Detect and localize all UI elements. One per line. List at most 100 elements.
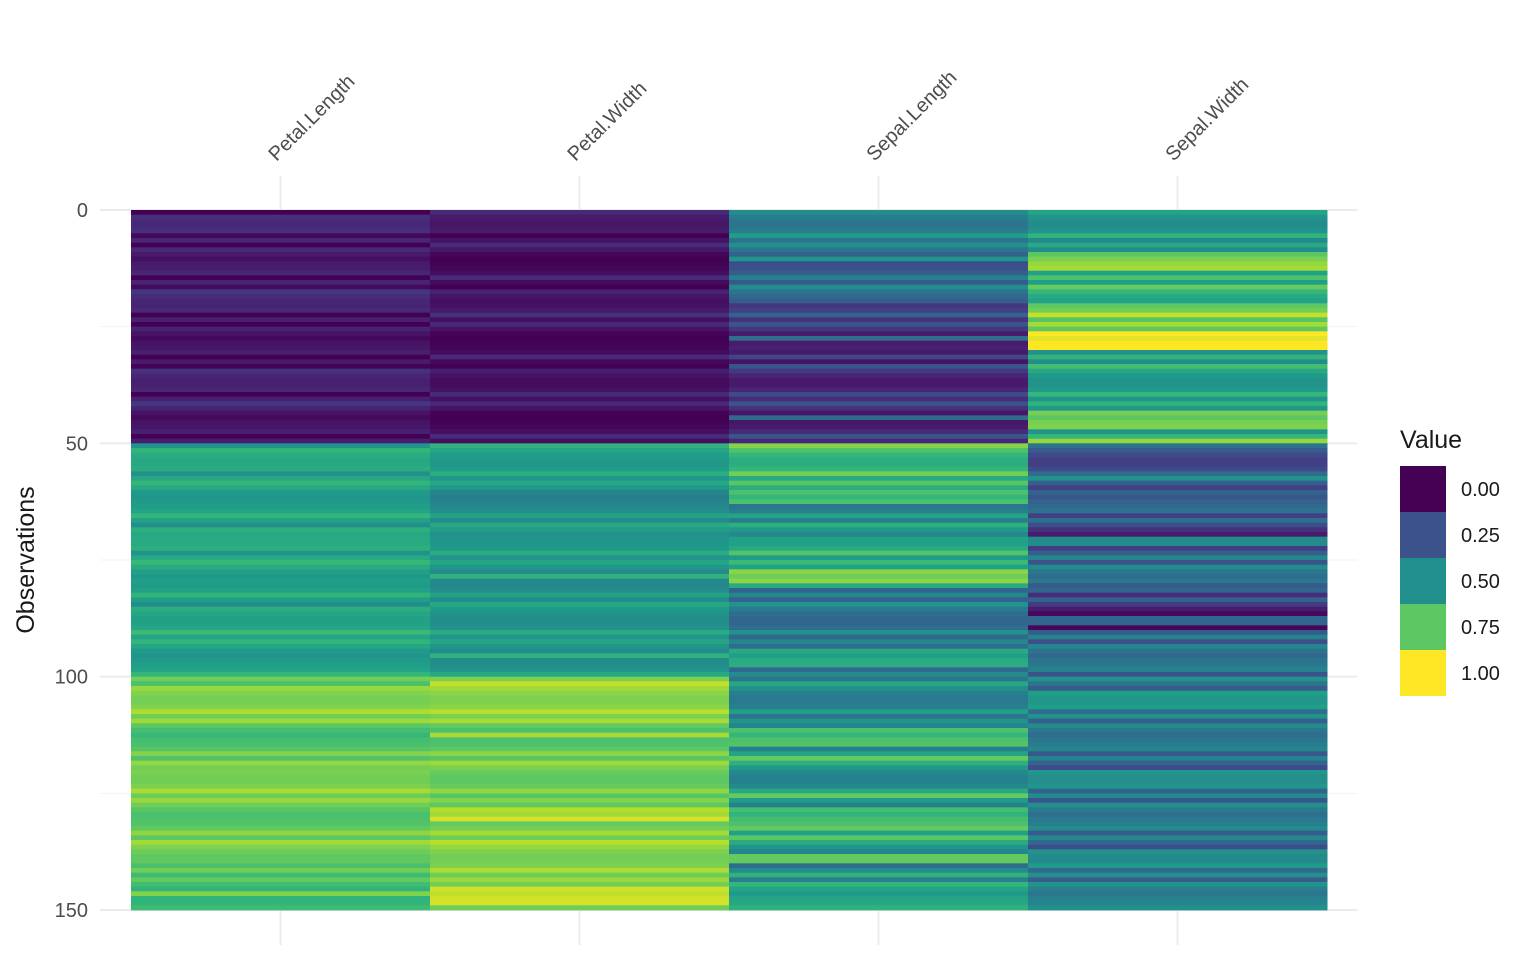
heatmap-cell [1028,653,1328,659]
heatmap-cell [131,620,431,626]
heatmap-cell [729,382,1029,388]
heatmap-cell [729,368,1029,374]
heatmap-cell [1028,345,1328,351]
heatmap-cell [1028,256,1328,262]
heatmap-cell [729,854,1029,860]
heatmap-cell [131,616,431,622]
heatmap-cell [1028,322,1328,328]
heatmap-cell [131,471,431,477]
heatmap-cell [430,840,730,846]
heatmap-cell [1028,354,1328,360]
heatmap-cell [131,886,431,892]
heatmap-cell [1028,513,1328,519]
heatmap-cell [430,312,730,318]
heatmap-cell [729,550,1029,556]
heatmap-cell [1028,340,1328,346]
heatmap-cell [430,401,730,407]
heatmap-cell [131,648,431,654]
heatmap-cell [131,462,431,468]
heatmap-cell [131,457,431,463]
heatmap-cell [430,373,730,379]
heatmap-cell [430,508,730,514]
heatmap-cell [430,326,730,332]
heatmap-cell [430,233,730,239]
heatmap-cell [131,662,431,668]
heatmap-cell [430,746,730,752]
heatmap-cell [430,681,730,687]
heatmap-cell [131,443,431,449]
heatmap-cell [131,681,431,687]
heatmap-cell [1028,854,1328,860]
heatmap-cell [430,485,730,491]
heatmap-cell [131,756,431,762]
heatmap-cell [430,284,730,290]
heatmap-cell [729,644,1029,650]
heatmap-cell [729,597,1029,603]
heatmap-cell [1028,583,1328,589]
heatmap-cell [729,611,1029,617]
heatmap-cell [729,686,1029,692]
heatmap-cell [729,406,1029,412]
heatmap-cell [131,424,431,430]
heatmap-cell [131,438,431,444]
heatmap-cell [729,322,1029,328]
heatmap-cell [131,256,431,262]
heatmap-cell [729,392,1029,398]
heatmap-cell [729,672,1029,678]
heatmap-cell [729,443,1029,449]
heatmap-cell [430,602,730,608]
heatmap-cell [131,368,431,374]
heatmap-cell [131,709,431,715]
heatmap-cell [1028,751,1328,757]
heatmap-cell [1028,644,1328,650]
heatmap-cell [729,499,1029,505]
heatmap-cell [430,830,730,836]
heatmap-cell [131,793,431,799]
heatmap-cell [430,387,730,393]
heatmap-cell [1028,476,1328,482]
heatmap-cell [729,508,1029,514]
heatmap-cell [1028,336,1328,342]
heatmap-cell [1028,387,1328,393]
heatmap-cell [131,560,431,566]
heatmap-cell [729,480,1029,486]
heatmap-cell [430,252,730,258]
heatmap-cell [1028,574,1328,580]
heatmap-cell [131,700,431,706]
heatmap-cell [1028,420,1328,426]
heatmap-cell [1028,648,1328,654]
heatmap-cell [729,261,1029,267]
heatmap-cell [430,807,730,813]
heatmap-cell [430,308,730,314]
heatmap-cell [430,317,730,323]
heatmap-cell [1028,228,1328,234]
heatmap-cell [1028,298,1328,304]
heatmap-cell [729,816,1029,822]
heatmap-cell [1028,625,1328,631]
heatmap-cell [430,210,730,216]
heatmap-cell [430,443,730,449]
heatmap-cell [430,639,730,645]
heatmap-cell [729,364,1029,370]
heatmap-cell [131,546,431,552]
heatmap-cell [131,401,431,407]
heatmap-cell [131,592,431,598]
heatmap-cell [430,471,730,477]
heatmap-cell [131,476,431,482]
heatmap-cell [131,518,431,524]
heatmap-cell [430,294,730,300]
heatmap-cell [430,378,730,384]
heatmap-cell [430,350,730,356]
heatmap-cell [729,233,1029,239]
heatmap-cell [430,578,730,584]
heatmap-cell [1028,560,1328,566]
heatmap-cell [430,452,730,458]
heatmap-cell [1028,784,1328,790]
heatmap-cell [1028,634,1328,640]
heatmap-cell [430,718,730,724]
heatmap-cell [729,634,1029,640]
heatmap-cell [131,275,431,281]
heatmap-cell [1028,214,1328,220]
heatmap-cell [131,219,431,225]
heatmap-cell [131,896,431,902]
